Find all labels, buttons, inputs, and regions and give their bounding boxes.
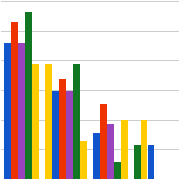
Bar	[80, 141, 87, 179]
Bar	[93, 133, 100, 179]
Bar	[148, 145, 154, 179]
Bar	[121, 120, 127, 179]
Bar	[114, 162, 121, 179]
Bar	[73, 64, 80, 179]
Bar	[32, 64, 39, 179]
Bar	[107, 124, 114, 179]
Bar	[4, 43, 11, 179]
Bar	[11, 22, 18, 179]
Bar	[66, 91, 73, 179]
Bar	[45, 64, 52, 179]
Bar	[100, 103, 107, 179]
Bar	[18, 43, 25, 179]
Bar	[134, 145, 141, 179]
Bar	[52, 91, 59, 179]
Bar	[141, 120, 147, 179]
Bar	[59, 78, 66, 179]
Bar	[25, 12, 32, 179]
